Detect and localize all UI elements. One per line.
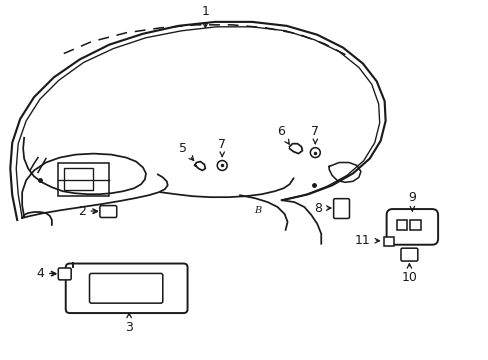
Bar (63, 168, 93, 190)
Text: 5: 5 (178, 141, 193, 161)
Text: B: B (254, 206, 261, 215)
FancyBboxPatch shape (65, 264, 187, 313)
Text: 10: 10 (401, 264, 416, 284)
Bar (396, 220, 407, 230)
Bar (58, 162, 109, 196)
FancyBboxPatch shape (89, 274, 163, 303)
Text: 1: 1 (201, 5, 209, 28)
Text: 7: 7 (311, 125, 319, 144)
Text: 2: 2 (78, 204, 97, 217)
Text: 8: 8 (314, 202, 330, 215)
Text: 9: 9 (407, 191, 415, 211)
FancyBboxPatch shape (386, 209, 437, 245)
FancyBboxPatch shape (100, 206, 117, 217)
Text: 7: 7 (218, 138, 226, 157)
Text: 6: 6 (276, 125, 288, 144)
Text: 4: 4 (36, 267, 56, 280)
FancyBboxPatch shape (400, 248, 417, 261)
Text: 3: 3 (125, 313, 133, 334)
Bar (409, 220, 421, 230)
FancyBboxPatch shape (333, 199, 349, 219)
FancyBboxPatch shape (58, 268, 71, 280)
Bar (383, 237, 393, 246)
Text: 11: 11 (354, 234, 379, 247)
